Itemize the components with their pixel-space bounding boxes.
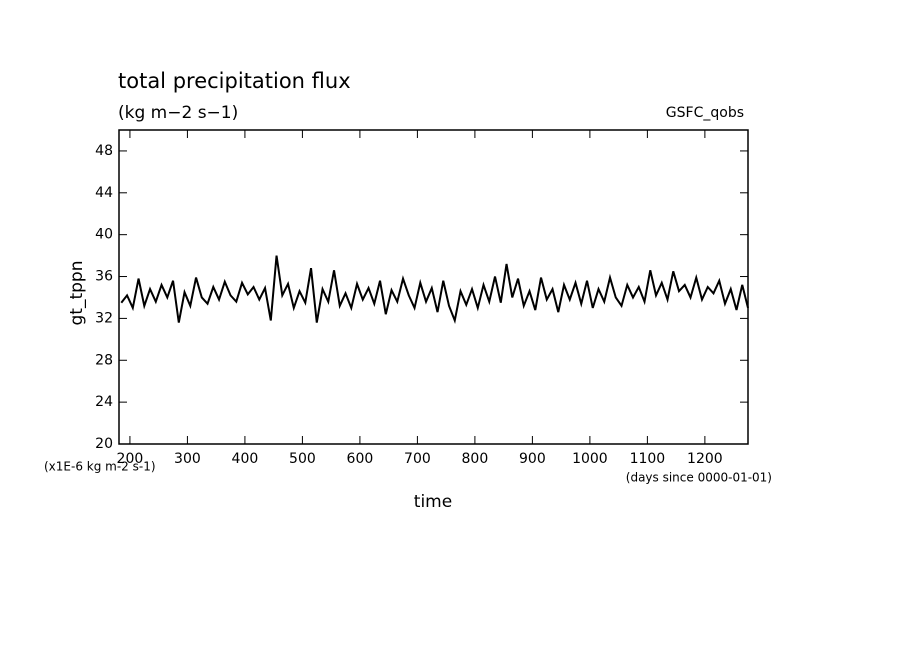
source-label: GSFC_qobs bbox=[666, 105, 744, 121]
y-tick-label: 48 bbox=[95, 143, 113, 159]
y-tick-label: 28 bbox=[95, 352, 113, 368]
x-tick-label: 900 bbox=[519, 451, 546, 467]
y-tick-label: 44 bbox=[95, 185, 113, 201]
chart-subtitle: (kg m−2 s−1) bbox=[118, 103, 238, 123]
plot-frame bbox=[118, 129, 749, 445]
x-tick-label: 200 bbox=[117, 451, 144, 467]
x-tick-label: 600 bbox=[347, 451, 374, 467]
x-tick-label: 1200 bbox=[687, 451, 723, 467]
x-tick-label: 500 bbox=[289, 451, 316, 467]
data-line bbox=[120, 255, 749, 325]
x-axis-label: time bbox=[414, 492, 452, 512]
y-tick-label: 40 bbox=[95, 227, 113, 243]
y-tick-label: 36 bbox=[95, 269, 113, 285]
x-tick-label: 400 bbox=[232, 451, 259, 467]
x-unit: (days since 0000-01-01) bbox=[626, 471, 772, 485]
x-tick-label: 700 bbox=[404, 451, 431, 467]
x-tick-label: 300 bbox=[174, 451, 201, 467]
y-tick-label: 32 bbox=[95, 310, 113, 326]
x-tick-label: 800 bbox=[462, 451, 489, 467]
y-unit: (x1E-6 kg m-2 s-1) bbox=[44, 460, 156, 474]
x-tick-label: 1000 bbox=[572, 451, 608, 467]
chart-title: total precipitation flux bbox=[118, 69, 351, 93]
y-tick-label: 20 bbox=[95, 436, 113, 452]
y-tick-label: 24 bbox=[95, 394, 113, 410]
y-axis-label: gt_tppn bbox=[67, 261, 87, 326]
x-tick-label: 1100 bbox=[630, 451, 666, 467]
